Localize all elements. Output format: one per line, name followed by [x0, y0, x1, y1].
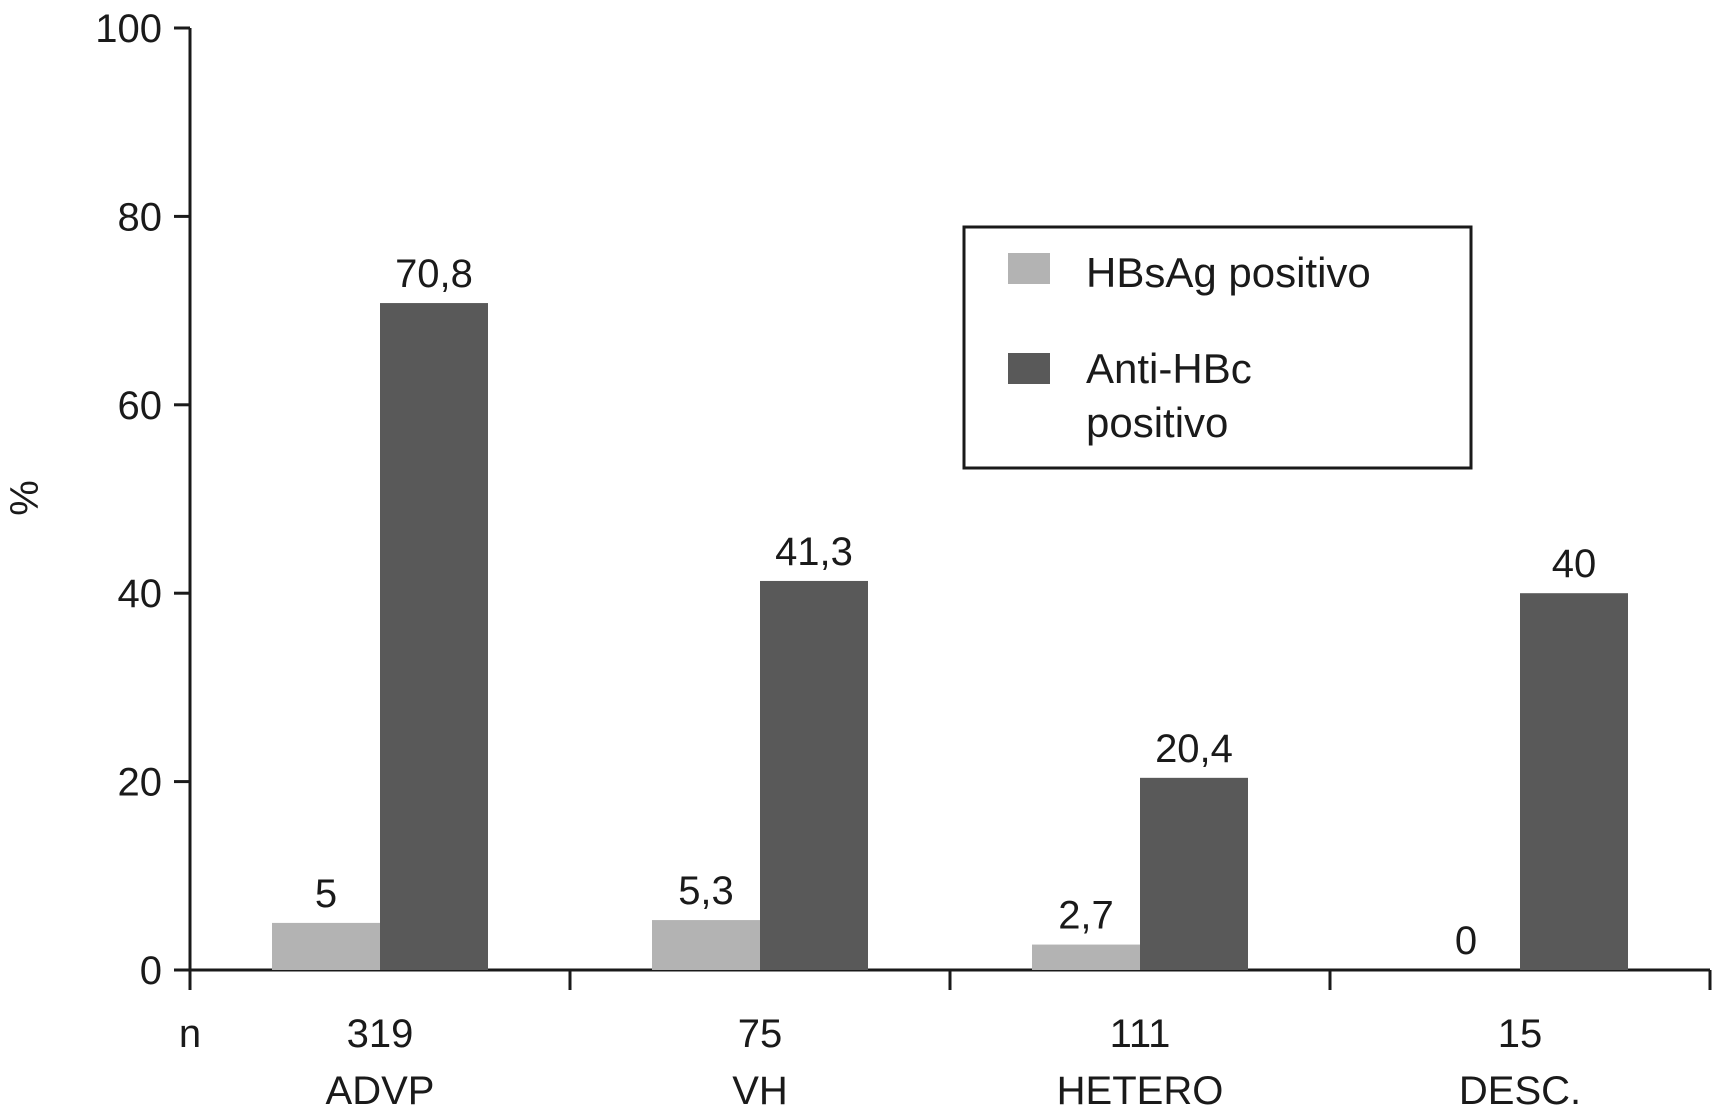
bar-hbsag — [652, 920, 760, 970]
category-label: DESC. — [1459, 1069, 1581, 1113]
y-tick-label: 20 — [118, 761, 163, 805]
y-tick-label: 80 — [118, 195, 163, 239]
legend-swatch-hbsag — [1008, 253, 1050, 284]
data-label: 70,8 — [395, 252, 473, 296]
data-label: 5,3 — [678, 869, 734, 913]
data-label: 41,3 — [775, 530, 853, 574]
legend-label-hbsag: HBsAg positivo — [1086, 249, 1371, 296]
bar-anti-hbc — [1520, 593, 1628, 970]
bar-anti-hbc — [380, 303, 488, 971]
y-tick-label: 100 — [95, 7, 162, 51]
y-tick-label: 40 — [118, 572, 163, 616]
data-label: 0 — [1455, 919, 1477, 963]
category-labels: n 319 ADVP 75 VH 111 HETERO 15 DESC. — [179, 1012, 1581, 1113]
data-label: 5 — [315, 872, 337, 916]
y-tick-label: 0 — [140, 949, 162, 993]
bar-anti-hbc — [1140, 777, 1248, 970]
data-labels: 5 70,8 5,3 41,3 2,7 20,4 0 40 — [315, 252, 1596, 963]
data-label: 40 — [1552, 542, 1597, 586]
data-label: 2,7 — [1058, 894, 1114, 938]
legend: HBsAg positivo Anti-HBc positivo — [962, 225, 1473, 470]
category-label: ADVP — [326, 1069, 435, 1113]
x-axis — [188, 968, 1712, 990]
bar-hbsag — [1032, 944, 1140, 970]
y-axis-label: % — [3, 480, 47, 516]
n-value: 111 — [1110, 1012, 1171, 1056]
legend-swatch-anti-hbc — [1008, 353, 1050, 384]
category-label: HETERO — [1057, 1069, 1224, 1113]
category-label: VH — [732, 1069, 788, 1113]
y-tick-label: 60 — [118, 384, 163, 428]
bars — [272, 303, 1628, 971]
n-value: 15 — [1498, 1012, 1543, 1056]
y-axis: 0 20 40 60 80 100 — [95, 7, 192, 993]
n-row-label: n — [179, 1012, 201, 1056]
bar-anti-hbc — [760, 580, 868, 970]
n-value: 75 — [738, 1012, 783, 1056]
legend-label-anti-hbc-line-2: positivo — [1086, 399, 1228, 446]
data-label: 20,4 — [1155, 727, 1233, 771]
n-value: 319 — [347, 1012, 414, 1056]
bar-hbsag — [272, 922, 380, 970]
legend-label-anti-hbc-line-1: Anti-HBc — [1086, 345, 1252, 392]
